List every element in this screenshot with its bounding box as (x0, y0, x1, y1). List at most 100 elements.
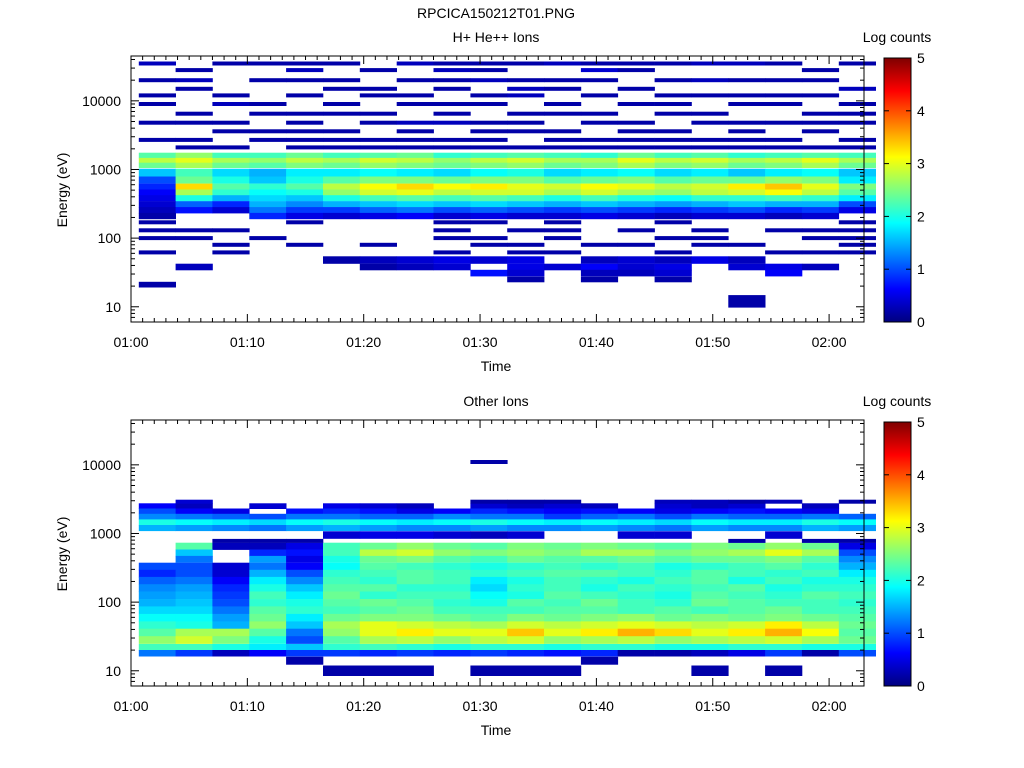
heatmap-cell (396, 525, 434, 532)
heatmap-cell (544, 86, 582, 91)
colorbar-tick-label: 5 (917, 414, 925, 430)
heatmap-cell (249, 207, 287, 214)
heatmap-cell (728, 212, 766, 220)
heatmap-cell (470, 61, 508, 66)
heatmap-cell (359, 606, 397, 615)
heatmap-cell (838, 157, 876, 164)
heatmap-cell (175, 508, 213, 515)
heatmap-cell (470, 212, 508, 220)
heatmap-cell (691, 201, 729, 208)
heatmap-cell (654, 195, 692, 202)
heatmap-cell (691, 542, 729, 550)
heatmap-cell (617, 152, 655, 159)
heatmap-cell (323, 531, 361, 539)
heatmap-cell (507, 549, 545, 557)
heatmap-cell (175, 519, 213, 526)
heatmap-cell (507, 242, 545, 247)
heatmap-cell (728, 555, 766, 563)
heatmap-cell (470, 613, 508, 622)
heatmap-cell (801, 525, 840, 532)
heatmap-cell (544, 576, 582, 585)
heatmap-cell (507, 591, 545, 600)
heatmap-cell (249, 576, 287, 585)
heatmap-cell (470, 628, 508, 637)
heatmap-cell (470, 636, 508, 644)
heatmap-cell (323, 86, 361, 91)
heatmap-cell (507, 621, 545, 630)
heatmap-cell (396, 176, 434, 184)
heatmap-cell (838, 162, 876, 168)
colorbar-tick-label: 1 (917, 261, 925, 277)
heatmap-cell (507, 503, 545, 509)
heatmap-cell (507, 212, 545, 220)
heatmap-cell (507, 519, 545, 526)
heatmap-cell (175, 137, 213, 142)
heatmap-cell (838, 591, 876, 600)
heatmap-cell (765, 555, 803, 563)
heatmap-cell (249, 195, 287, 202)
heatmap-cell (396, 599, 434, 607)
heatmap-cell (801, 613, 840, 622)
heatmap-cell (838, 86, 876, 91)
heatmap-cell (507, 508, 545, 515)
heatmap-cell (249, 176, 287, 184)
heatmap-cell (396, 562, 434, 571)
heatmap-cell (249, 628, 287, 637)
heatmap-cell (544, 636, 582, 644)
heatmap-cell (765, 644, 803, 651)
heatmap-cell (138, 569, 176, 578)
heatmap-cell (470, 562, 508, 571)
heatmap-cell (396, 201, 434, 208)
heatmap-cell (765, 212, 803, 220)
heatmap-cell (433, 628, 471, 637)
heatmap-cell (507, 93, 545, 98)
heatmap-cell (433, 78, 471, 83)
heatmap-cell (617, 525, 655, 532)
heatmap-cell (801, 606, 840, 615)
heatmap-cell (691, 576, 729, 585)
heatmap-cell (801, 555, 840, 563)
heatmap-cell (359, 503, 397, 509)
heatmap-cell (507, 644, 545, 651)
heatmap-cell (433, 102, 471, 106)
heatmap-cell (580, 195, 619, 202)
heatmap-cell (691, 176, 729, 184)
panel-bottom-plot-frame (130, 419, 865, 687)
heatmap-cell (507, 263, 545, 271)
heatmap-cell (654, 503, 692, 509)
ytick-label: 100 (98, 230, 122, 246)
heatmap-cell (359, 183, 397, 190)
heatmap-cell (323, 145, 361, 150)
heatmap-cell (801, 503, 840, 509)
heatmap-cell (138, 650, 176, 657)
heatmap-cell (654, 236, 692, 241)
heatmap-cell (654, 263, 692, 271)
heatmap-cell (433, 599, 471, 607)
heatmap-cell (359, 562, 397, 571)
panel-top-heatmap-cells (138, 61, 876, 308)
heatmap-cell (359, 636, 397, 644)
panel-bottom-colorbar: Log counts 0 1 2 3 4 5 (863, 393, 932, 694)
colorbar-tick-label: 0 (917, 314, 925, 330)
heatmap-cell (617, 68, 655, 73)
heatmap-cell (323, 111, 361, 116)
heatmap-cell (249, 606, 287, 615)
heatmap-cell (433, 168, 471, 177)
heatmap-cell (838, 102, 876, 106)
heatmap-cell (138, 120, 176, 125)
heatmap-cell (138, 189, 176, 196)
heatmap-cell (507, 86, 545, 91)
heatmap-cell (286, 157, 324, 164)
heatmap-cell (359, 644, 397, 651)
heatmap-cell (323, 599, 361, 607)
heatmap-cell (654, 542, 692, 550)
heatmap-cell (396, 93, 434, 98)
heatmap-cell (801, 569, 840, 578)
heatmap-cell (249, 503, 287, 509)
heatmap-cell (470, 168, 508, 177)
heatmap-cell (801, 68, 840, 73)
heatmap-cell (728, 93, 766, 98)
heatmap-cell (544, 584, 582, 593)
heatmap-cell (323, 129, 361, 134)
heatmap-cell (507, 269, 545, 277)
